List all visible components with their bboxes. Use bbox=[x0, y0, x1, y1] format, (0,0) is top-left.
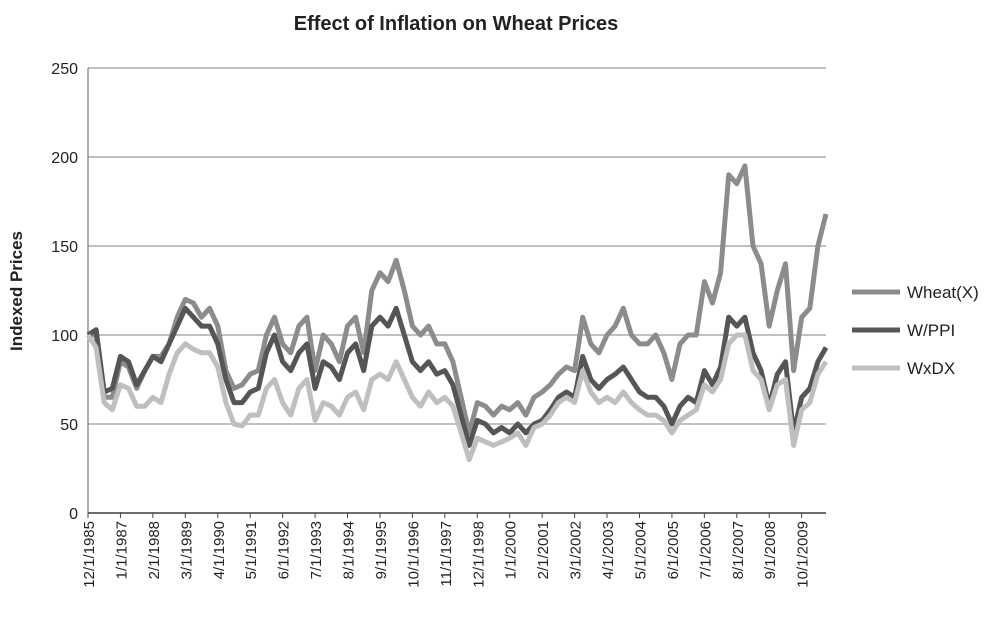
x-tick-label: 1/1/2000 bbox=[503, 521, 520, 579]
x-tick-label: 12/1/1985 bbox=[81, 521, 98, 588]
y-axis-label: Indexed Prices bbox=[7, 231, 26, 351]
x-tick-label: 4/1/1990 bbox=[211, 521, 228, 579]
series-line bbox=[85, 332, 829, 463]
series-line bbox=[86, 305, 829, 448]
y-tick-label: 150 bbox=[51, 239, 78, 256]
legend-label: Wheat(X) bbox=[907, 283, 979, 302]
x-tick-label: 12/1/1998 bbox=[470, 521, 487, 588]
x-tick-label: 5/1/2004 bbox=[632, 521, 649, 579]
x-tick-label: 7/1/1993 bbox=[308, 521, 325, 579]
x-tick-label: 8/1/2007 bbox=[730, 521, 747, 579]
x-tick-label: 6/1/2005 bbox=[665, 521, 682, 579]
series-line bbox=[88, 163, 829, 436]
x-tick-label: 11/1/1997 bbox=[438, 521, 455, 587]
y-tick-label: 100 bbox=[51, 328, 78, 345]
x-tick-label: 8/1/1994 bbox=[341, 521, 358, 579]
y-tick-label: 250 bbox=[51, 61, 78, 78]
y-tick-label: 0 bbox=[69, 506, 78, 523]
x-tick-label: 3/1/1989 bbox=[178, 521, 195, 579]
x-tick-label: 3/1/2002 bbox=[568, 521, 585, 579]
x-tick-label: 7/1/2006 bbox=[697, 521, 714, 579]
y-tick-label: 200 bbox=[51, 150, 78, 167]
x-tick-label: 9/1/2008 bbox=[762, 521, 779, 579]
x-tick-label: 2/1/2001 bbox=[535, 521, 552, 579]
x-tick-label: 4/1/2003 bbox=[600, 521, 617, 579]
x-tick-label: 10/1/1996 bbox=[405, 521, 422, 588]
x-tick-label: 6/1/1992 bbox=[276, 521, 293, 579]
x-tick-label: 2/1/1988 bbox=[146, 521, 163, 579]
y-tick-label: 50 bbox=[60, 417, 78, 434]
x-tick-label: 1/1/1987 bbox=[113, 521, 130, 579]
x-tick-label: 9/1/1995 bbox=[373, 521, 390, 579]
legend-label: W/PPI bbox=[907, 321, 955, 340]
chart-title: Effect of Inflation on Wheat Prices bbox=[294, 13, 618, 35]
legend-label: WxDX bbox=[907, 359, 955, 378]
x-tick-label: 10/1/2009 bbox=[795, 521, 812, 588]
x-tick-label: 5/1/1991 bbox=[243, 521, 260, 579]
